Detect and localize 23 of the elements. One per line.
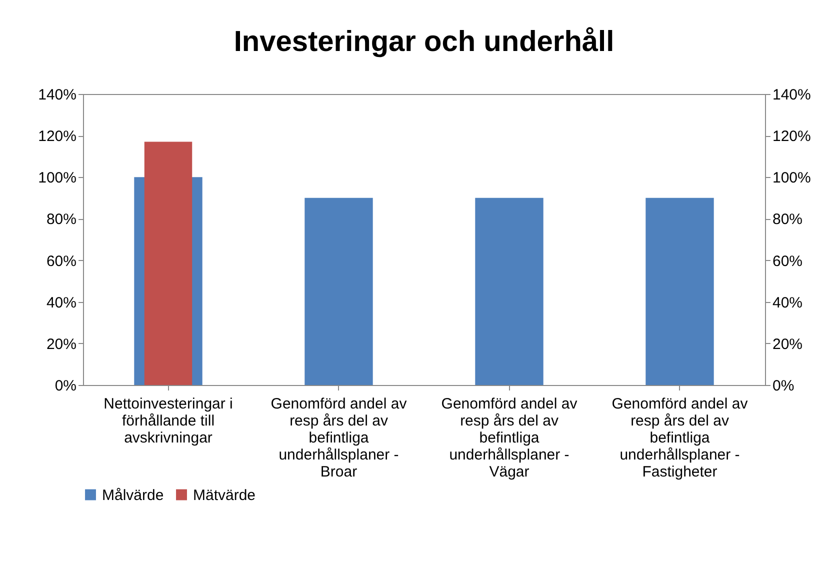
y2-tick-label: 80% — [772, 211, 803, 228]
legend-label: Mätvärde — [193, 486, 256, 504]
y-tick-label: 100% — [38, 170, 76, 187]
y-tick-label: 140% — [38, 86, 76, 104]
y-tick-label: 60% — [46, 252, 76, 270]
x-tick-label: Nettoinvesteringar i förhållande till avskrivningar — [104, 396, 233, 446]
y2-tick-label: 60% — [772, 252, 803, 270]
y-tick-label: 20% — [46, 336, 76, 353]
y2-tick-label: 120% — [772, 128, 811, 146]
y-tick-label: 80% — [46, 211, 76, 228]
y-tick-label: 120% — [38, 128, 76, 146]
y-tick-label: 0% — [54, 378, 76, 394]
y2-tick-label: 40% — [772, 294, 803, 312]
y2-tick-label: 0% — [772, 378, 794, 394]
x-tick-label: Genomförd andel av resp års del av befintliga underhållsplaner - Broar — [270, 396, 408, 480]
chart-title: Investeringar och underhåll — [234, 26, 614, 58]
y2-tick-label: 140% — [772, 86, 811, 104]
y2-tick-label: 100% — [772, 170, 811, 187]
y2-tick-label: 20% — [772, 336, 803, 353]
x-tick-label: Genomförd andel av resp års del av befintliga underhållsplaner - Fastigheter — [612, 396, 748, 480]
x-tick-label: Genomförd andel av resp års del av befintliga underhållsplaner - Vägar — [441, 396, 578, 480]
legend-label: Målvärde — [102, 486, 164, 504]
y-tick-label: 40% — [46, 294, 76, 312]
